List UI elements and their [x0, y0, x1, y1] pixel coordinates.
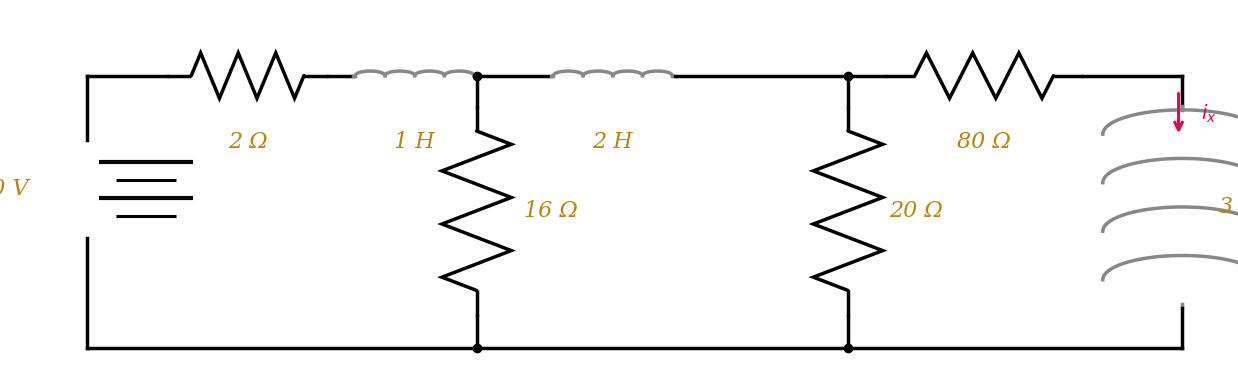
Text: 16 Ω: 16 Ω	[524, 200, 578, 222]
Text: 3 H: 3 H	[1219, 196, 1238, 218]
Text: 20 Ω: 20 Ω	[889, 200, 943, 222]
Text: $i_x$: $i_x$	[1201, 102, 1217, 124]
Text: 2 Ω: 2 Ω	[228, 131, 267, 153]
Text: 80 Ω: 80 Ω	[957, 131, 1011, 153]
Text: 2 H: 2 H	[593, 131, 633, 153]
Text: 100 V: 100 V	[0, 178, 28, 200]
Text: 1 H: 1 H	[395, 131, 435, 153]
